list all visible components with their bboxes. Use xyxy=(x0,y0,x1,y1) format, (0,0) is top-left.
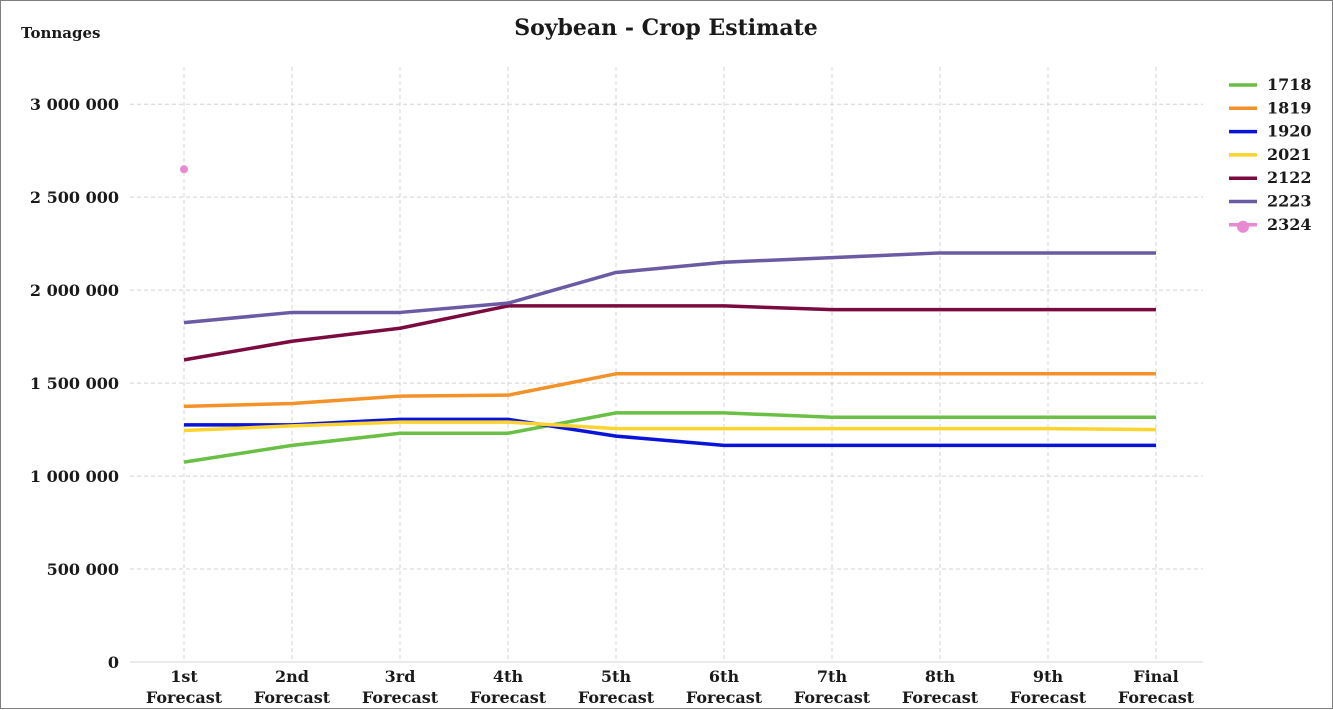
y-axis-label: Tonnages xyxy=(21,24,100,42)
legend-item-1819: 1819 xyxy=(1229,98,1312,117)
legend-label: 1819 xyxy=(1267,98,1312,117)
y-tick-label: 1 000 000 xyxy=(30,467,119,486)
series-line-2122 xyxy=(183,304,1156,362)
y-axis-ticks: 0 500 000 1 000 000 1 500 000 2 000 000 2 500… xyxy=(30,95,119,672)
legend-item-2324: 2324 xyxy=(1229,215,1312,234)
x-axis-ticks: 1st Forecast 2nd Forecast 3rd Forecast 4th Fore… xyxy=(146,667,1195,707)
legend-marker xyxy=(1237,220,1249,233)
legend-item-2021: 2021 xyxy=(1229,145,1312,164)
legend-label: 2223 xyxy=(1267,192,1312,211)
series-line-1920 xyxy=(184,417,1156,448)
y-tick-label: 2 500 000 xyxy=(30,188,119,207)
y-tick-label: 3 000 000 xyxy=(30,95,119,114)
series-lines xyxy=(180,165,1157,464)
gridlines xyxy=(130,67,1203,663)
y-tick-label: 2 000 000 xyxy=(30,281,119,300)
x-tick-label: Final Forecast xyxy=(1118,667,1195,707)
x-tick-label: 7th Forecast xyxy=(794,667,871,707)
series-line-2021 xyxy=(183,420,1157,433)
data-point-2324 xyxy=(180,165,188,174)
legend-item-2223: 2223 xyxy=(1229,192,1312,211)
legend-label: 1920 xyxy=(1267,122,1312,141)
x-tick-label: 8th Forecast xyxy=(902,667,979,707)
x-tick-label: 6th Forecast xyxy=(686,667,763,707)
legend-item-1920: 1920 xyxy=(1229,122,1312,141)
y-tick-label: 500 000 xyxy=(47,560,119,579)
legend: 1718 1819 1920 2021 2122 2223 2324 xyxy=(1229,75,1312,234)
x-tick-label: 5th Forecast xyxy=(578,667,655,707)
legend-item-1718: 1718 xyxy=(1229,75,1312,94)
chart-title: Soybean - Crop Estimate xyxy=(514,15,818,41)
x-tick-label: 4th Forecast xyxy=(470,667,547,707)
legend-label: 2324 xyxy=(1267,215,1312,234)
x-tick-label: 2nd Forecast xyxy=(254,667,331,707)
x-tick-label: 3rd Forecast xyxy=(362,667,439,707)
y-tick-label: 0 xyxy=(108,653,119,672)
legend-label: 1718 xyxy=(1267,75,1312,94)
y-tick-label: 1 500 000 xyxy=(30,374,119,393)
series-line-1718 xyxy=(183,411,1156,464)
series-line-2223 xyxy=(183,251,1156,325)
legend-label: 2122 xyxy=(1267,168,1312,187)
series-line-1819 xyxy=(183,372,1156,409)
legend-item-2122: 2122 xyxy=(1229,168,1312,187)
x-tick-label: 9th Forecast xyxy=(1010,667,1087,707)
legend-label: 2021 xyxy=(1267,145,1312,164)
x-tick-label: 1st Forecast xyxy=(146,667,223,707)
